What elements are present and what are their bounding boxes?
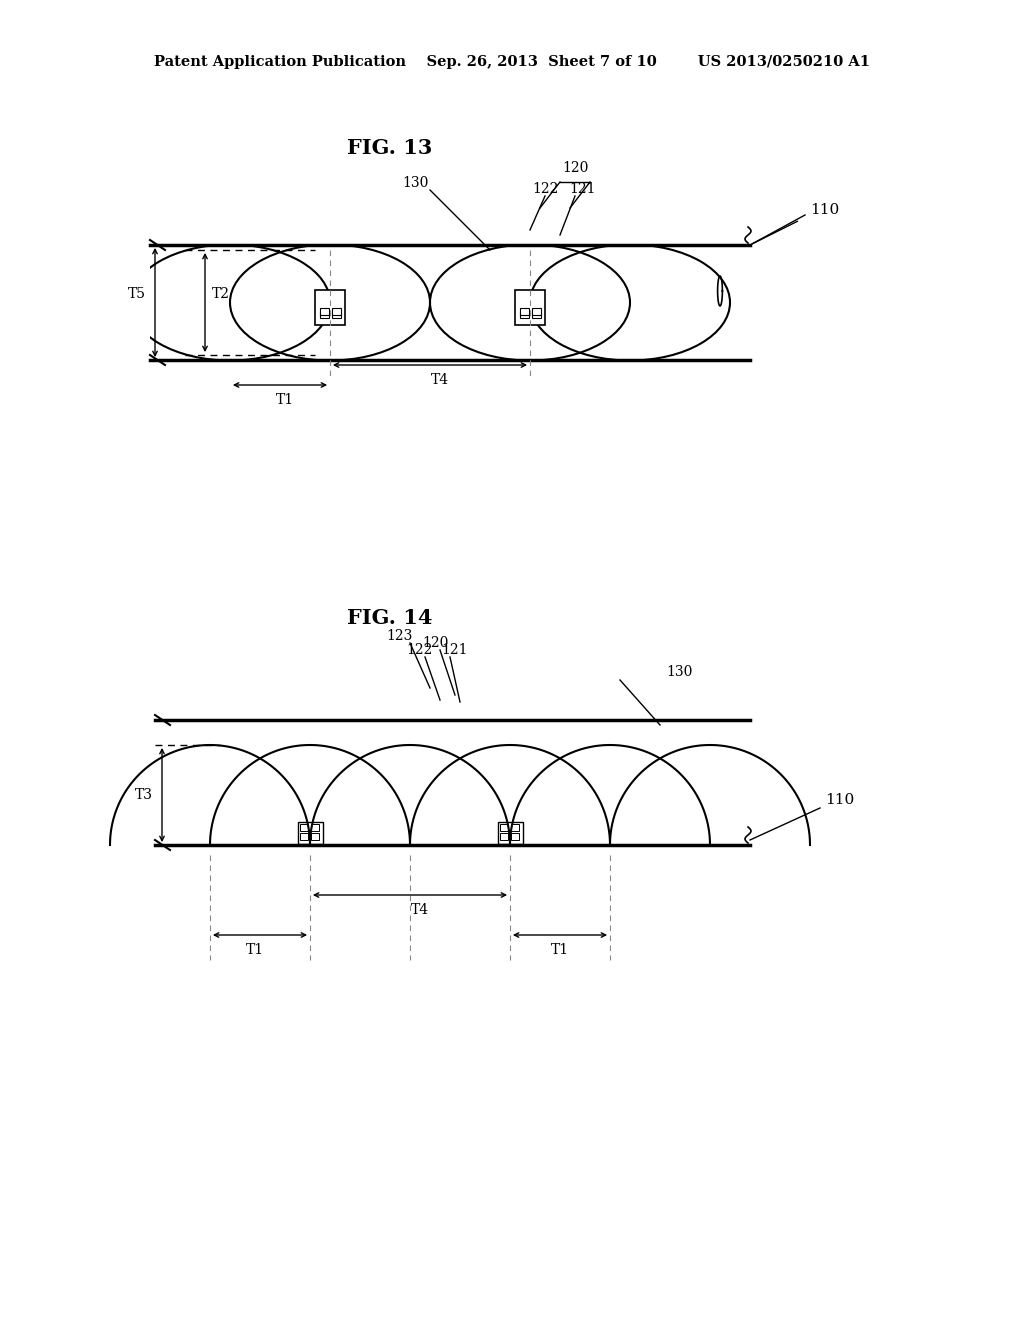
- Bar: [511, 824, 519, 832]
- Bar: [332, 312, 341, 318]
- Bar: [319, 309, 329, 314]
- Text: T3: T3: [135, 788, 153, 803]
- Text: 120: 120: [422, 636, 449, 649]
- Text: T1: T1: [551, 942, 569, 957]
- Bar: [311, 833, 319, 840]
- Text: FIG. 13: FIG. 13: [347, 139, 433, 158]
- Text: 122: 122: [407, 643, 433, 657]
- Bar: [515, 290, 545, 325]
- Text: T2: T2: [212, 288, 230, 301]
- Text: T4: T4: [431, 374, 450, 387]
- Bar: [531, 312, 541, 318]
- Bar: [298, 822, 323, 843]
- Text: 121: 121: [569, 182, 596, 195]
- Text: 123: 123: [387, 630, 414, 643]
- Bar: [511, 833, 519, 840]
- Text: 121: 121: [441, 643, 468, 657]
- Bar: [500, 833, 508, 840]
- Bar: [519, 312, 528, 318]
- Text: Patent Application Publication    Sep. 26, 2013  Sheet 7 of 10        US 2013/02: Patent Application Publication Sep. 26, …: [154, 55, 870, 69]
- Bar: [150, 246, 750, 360]
- Bar: [498, 822, 522, 843]
- Text: 120: 120: [562, 161, 588, 176]
- Text: 110: 110: [810, 203, 840, 216]
- Text: FIG. 14: FIG. 14: [347, 609, 433, 628]
- Bar: [319, 312, 329, 318]
- Text: 122: 122: [531, 182, 558, 195]
- Text: T1: T1: [275, 393, 294, 407]
- Bar: [300, 833, 308, 840]
- Bar: [311, 824, 319, 832]
- Bar: [519, 309, 528, 314]
- Text: T5: T5: [128, 288, 146, 301]
- Text: T1: T1: [246, 942, 264, 957]
- Text: 130: 130: [402, 176, 429, 190]
- Bar: [531, 309, 541, 314]
- Bar: [500, 824, 508, 832]
- Bar: [332, 309, 341, 314]
- Bar: [300, 824, 308, 832]
- Text: 130: 130: [667, 665, 693, 678]
- Text: 110: 110: [825, 793, 855, 807]
- Bar: [315, 290, 345, 325]
- Text: T4: T4: [411, 903, 429, 917]
